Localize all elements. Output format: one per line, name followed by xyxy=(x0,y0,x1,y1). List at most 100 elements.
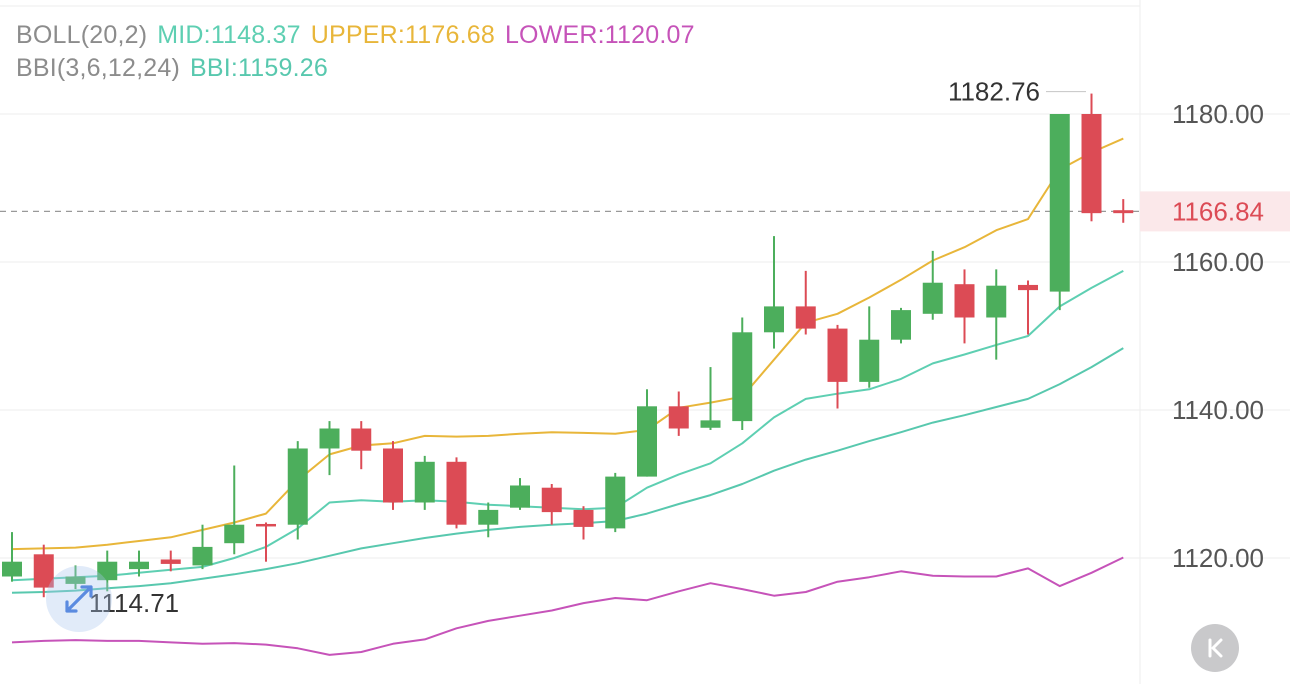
candle-body xyxy=(287,448,308,525)
candle xyxy=(478,502,499,538)
candle xyxy=(764,236,784,349)
candle xyxy=(605,472,626,533)
high-price-label: 1182.76 xyxy=(948,77,1040,107)
indicator-lines xyxy=(0,137,1140,656)
mid-line xyxy=(11,270,1124,582)
candle xyxy=(732,317,753,430)
candle-body xyxy=(1081,114,1102,214)
candle-body xyxy=(33,554,54,588)
boll-lower-value: LOWER:1120.07 xyxy=(504,21,695,49)
candle xyxy=(192,524,213,570)
candle-body xyxy=(129,561,149,570)
candle-body xyxy=(224,524,245,544)
candle-body xyxy=(2,561,22,577)
candle xyxy=(1081,93,1102,222)
boll-mid-value: MID:1148.37 xyxy=(157,21,301,49)
bbi-line xyxy=(11,347,1124,594)
candle-body xyxy=(859,339,880,382)
bbi-legend: BBI(3,6,12,24) BBI:1159.26 xyxy=(16,53,338,83)
candle-body xyxy=(446,461,467,525)
boll-upper-value: UPPER:1176.68 xyxy=(310,21,495,49)
y-tick-label: 1180.00 xyxy=(1172,99,1264,129)
candle xyxy=(859,306,880,388)
axis-labels: 1120.00 1140.00 1160.00 1180.00 1166.84 1182.… xyxy=(89,77,1290,618)
candle-body xyxy=(668,406,689,429)
candle-body xyxy=(65,576,86,584)
candle-body xyxy=(732,332,753,422)
bbi-name: BBI(3,6,12,24) xyxy=(16,54,181,82)
lower-line xyxy=(11,556,1124,656)
expand-arrows-icon xyxy=(65,585,93,613)
candle-body xyxy=(414,461,435,503)
candle-body xyxy=(891,310,911,340)
candle xyxy=(446,457,467,529)
candle-body xyxy=(383,448,403,503)
candle xyxy=(573,506,594,540)
candle-body xyxy=(700,420,721,428)
candle xyxy=(1113,199,1134,223)
candle xyxy=(319,421,340,476)
candle xyxy=(351,421,372,470)
candle xyxy=(1018,280,1038,335)
candle xyxy=(827,324,848,409)
candle-body xyxy=(827,328,848,382)
candle-body xyxy=(478,509,499,525)
candle xyxy=(383,441,403,510)
candle xyxy=(160,550,181,572)
candle-body xyxy=(351,428,372,451)
candle xyxy=(922,250,943,320)
candle xyxy=(795,270,816,335)
candle-body xyxy=(541,487,562,513)
candles xyxy=(2,93,1134,598)
candle xyxy=(256,522,276,562)
candle-body xyxy=(510,485,530,508)
candle xyxy=(668,391,689,436)
low-price-label: 1114.71 xyxy=(89,588,179,618)
candle xyxy=(2,532,22,582)
candle xyxy=(986,269,1007,360)
candle xyxy=(287,441,308,540)
collapse-left-icon xyxy=(1208,638,1223,658)
bbi-value: BBI:1159.26 xyxy=(190,54,328,82)
candle xyxy=(700,367,721,430)
candle-body xyxy=(160,559,181,564)
candle xyxy=(891,307,911,344)
boll-legend: BOLL(20,2) MID:1148.37 UPPER:1176.68 LOWER:… xyxy=(16,20,705,50)
candle xyxy=(414,455,435,510)
candle-body xyxy=(637,406,657,477)
current-price-label: 1166.84 xyxy=(1172,196,1264,226)
candle xyxy=(541,484,562,525)
candle-body xyxy=(97,561,118,581)
boll-name: BOLL(20,2) xyxy=(16,21,148,49)
y-tick-label: 1120.00 xyxy=(1172,543,1264,573)
candle-body xyxy=(795,306,816,329)
collapse-button[interactable] xyxy=(1191,624,1239,672)
candle xyxy=(954,269,975,344)
candle-body xyxy=(1049,114,1070,292)
candle xyxy=(129,550,149,577)
candle-body xyxy=(319,428,340,449)
candle-body xyxy=(1113,210,1134,214)
candle-body xyxy=(986,285,1007,318)
candle xyxy=(510,478,530,510)
candle-body xyxy=(764,306,784,333)
candle-body xyxy=(256,523,276,527)
zoom-button[interactable] xyxy=(46,566,112,632)
y-tick-label: 1140.00 xyxy=(1172,395,1264,425)
candle-body xyxy=(573,509,594,527)
candle xyxy=(637,389,657,477)
candle xyxy=(33,544,54,598)
candle-body xyxy=(1018,284,1038,291)
y-tick-label: 1160.00 xyxy=(1172,247,1264,277)
candle-body xyxy=(605,476,626,529)
candle xyxy=(224,465,245,555)
candle-body xyxy=(954,284,975,318)
candle xyxy=(65,565,86,590)
upper-line xyxy=(11,137,1124,551)
candle xyxy=(97,550,118,592)
candle xyxy=(1049,114,1070,311)
candle-body xyxy=(922,282,943,314)
